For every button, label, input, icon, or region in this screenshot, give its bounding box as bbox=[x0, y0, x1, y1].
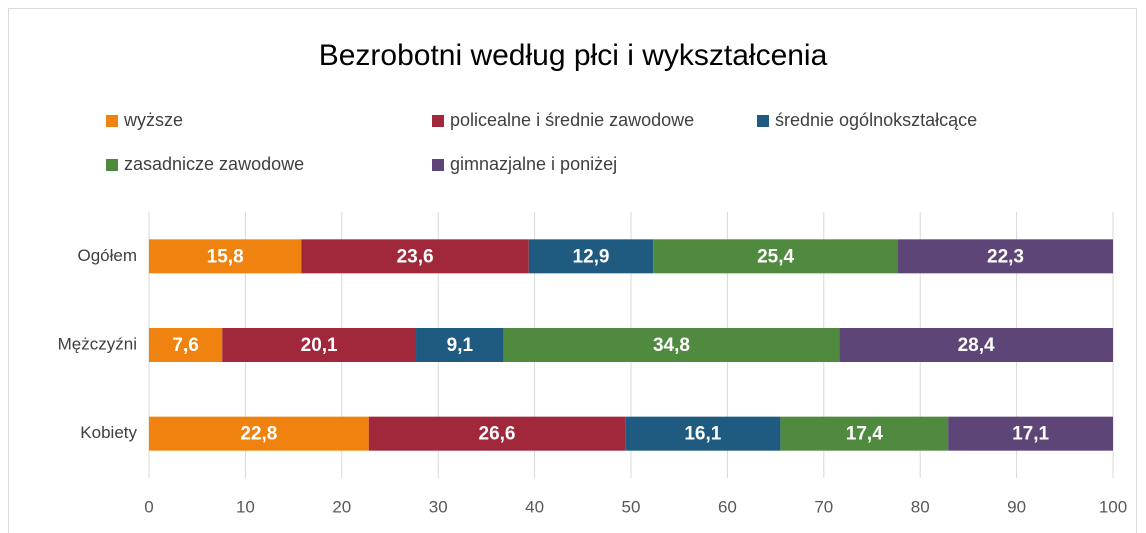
x-tick-label: 70 bbox=[814, 497, 833, 516]
data-label: 15,8 bbox=[207, 246, 244, 267]
data-label: 22,8 bbox=[240, 424, 277, 445]
x-tick-label: 100 bbox=[1099, 497, 1127, 516]
bar bbox=[149, 239, 302, 274]
y-tick-label: Kobiety bbox=[80, 423, 137, 442]
bar bbox=[222, 328, 417, 362]
legend-swatch bbox=[106, 159, 118, 171]
bar bbox=[368, 416, 626, 451]
y-tick-label: Mężczyźni bbox=[58, 334, 137, 353]
data-label: 28,4 bbox=[958, 335, 995, 356]
data-label: 9,1 bbox=[447, 335, 474, 356]
bar bbox=[503, 328, 840, 362]
data-label: 17,1 bbox=[1012, 424, 1049, 445]
data-label: 20,1 bbox=[301, 335, 338, 356]
data-label: 34,8 bbox=[653, 335, 690, 356]
bar bbox=[948, 416, 1113, 451]
legend-swatch bbox=[432, 159, 444, 171]
x-tick-label: 30 bbox=[429, 497, 448, 516]
legend-swatch bbox=[432, 115, 444, 127]
data-label: 12,9 bbox=[573, 246, 610, 267]
legend-label: średnie ogólnokształcące bbox=[775, 110, 977, 130]
legend-label: gimnazjalne i poniżej bbox=[450, 154, 617, 174]
data-label: 17,4 bbox=[846, 424, 883, 445]
bar bbox=[528, 239, 654, 274]
bar bbox=[653, 239, 899, 274]
x-tick-label: 60 bbox=[718, 497, 737, 516]
x-tick-label: 10 bbox=[236, 497, 255, 516]
x-tick-label: 40 bbox=[525, 497, 544, 516]
bar bbox=[149, 328, 223, 362]
x-tick-label: 0 bbox=[144, 497, 153, 516]
y-tick-label: Ogółem bbox=[77, 246, 137, 265]
legend-label: policealne i średnie zawodowe bbox=[450, 110, 694, 130]
data-label: 16,1 bbox=[684, 424, 721, 445]
x-tick-label: 50 bbox=[622, 497, 641, 516]
data-label: 25,4 bbox=[757, 246, 794, 267]
bar bbox=[780, 416, 949, 451]
data-label: 7,6 bbox=[172, 335, 198, 356]
data-label: 23,6 bbox=[397, 246, 434, 267]
bar bbox=[301, 239, 529, 274]
x-tick-label: 20 bbox=[332, 497, 351, 516]
data-label: 22,3 bbox=[987, 246, 1024, 267]
legend-label: wyższe bbox=[123, 110, 183, 130]
legend-swatch bbox=[106, 115, 118, 127]
bar bbox=[149, 416, 369, 451]
chart-title: Bezrobotni według płci i wykształcenia bbox=[319, 39, 828, 72]
legend-swatch bbox=[757, 115, 769, 127]
bar bbox=[625, 416, 781, 451]
data-label: 26,6 bbox=[479, 424, 516, 445]
bar bbox=[839, 328, 1113, 362]
bar bbox=[416, 328, 504, 362]
x-tick-label: 90 bbox=[1007, 497, 1026, 516]
x-tick-label: 80 bbox=[911, 497, 930, 516]
legend-label: zasadnicze zawodowe bbox=[124, 154, 304, 174]
bar bbox=[898, 239, 1113, 274]
